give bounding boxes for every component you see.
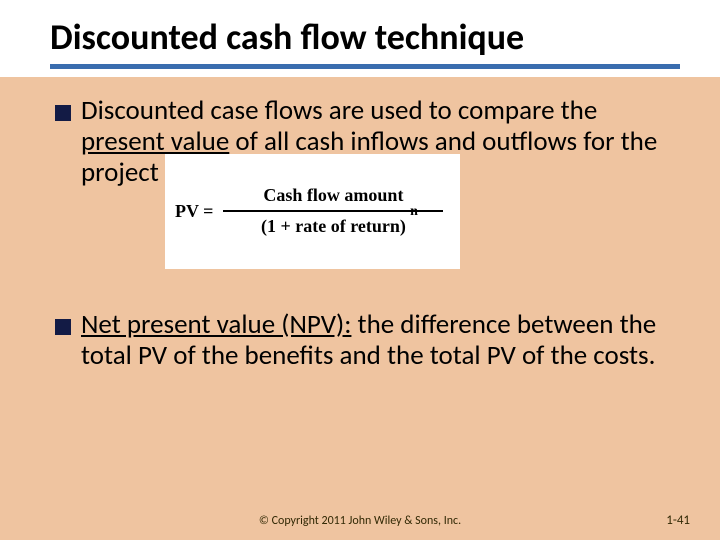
formula-exponent: n (410, 204, 418, 220)
formula-label: PV = (175, 201, 213, 222)
bullet-text-2: Net present value (NPV): the difference … (81, 309, 680, 371)
formula: PV = Cash flow amount (1 + rate of retur… (175, 185, 443, 237)
content-area: Discounted case flows are used to compar… (0, 77, 720, 371)
bullet1-underline: present value (81, 125, 229, 158)
formula-numerator: Cash flow amount (263, 185, 403, 206)
formula-fraction: Cash flow amount (1 + rate of return) n (223, 185, 443, 237)
slide: Discounted cash flow technique Discounte… (0, 0, 720, 540)
title-area: Discounted cash flow technique (0, 0, 720, 77)
denominator-wrap: (1 + rate of return) n (261, 216, 406, 237)
denominator-base: (1 + rate of return) (261, 216, 406, 236)
bullet-square-icon (55, 319, 71, 335)
copyright: © Copyright 2011 John Wiley & Sons, Inc. (0, 514, 720, 528)
slide-title: Discounted cash flow technique (50, 18, 680, 69)
formula-box: PV = Cash flow amount (1 + rate of retur… (165, 154, 460, 269)
bullet-square-icon (55, 105, 71, 121)
bullet-item-2: Net present value (NPV): the difference … (55, 309, 680, 371)
formula-denominator: (1 + rate of return) n (261, 216, 406, 237)
page-number: 1-41 (666, 513, 690, 528)
bullet1-pre: Discounted case flows are used to compar… (81, 94, 597, 127)
bullet2-underline: Net present value (NPV): (81, 308, 351, 341)
